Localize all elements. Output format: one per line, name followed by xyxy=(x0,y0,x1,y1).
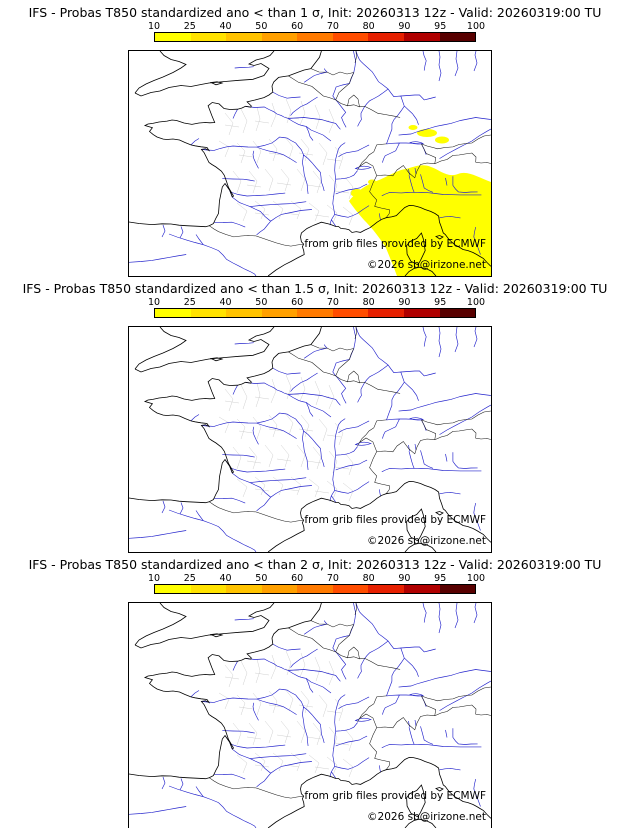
colorbar-tick-label: 10 xyxy=(147,21,161,32)
colorbar-tick-label: 10 xyxy=(147,297,161,308)
colorbar-segment xyxy=(403,585,440,593)
colorbar-segment xyxy=(261,33,298,41)
colorbar-tick-label: 100 xyxy=(466,573,486,584)
panel-title: IFS - Probas T850 standardized ano < tha… xyxy=(28,557,602,572)
coastlines xyxy=(129,327,491,552)
coastlines xyxy=(129,51,491,276)
colorbar: 10 25 40 50 60 70 80 90 95 100 xyxy=(148,21,485,42)
colorbar-tick-label: 95 xyxy=(434,21,447,32)
colorbar-segment xyxy=(368,309,404,317)
colorbar-tick-label: 90 xyxy=(398,21,411,32)
colorbar-segment xyxy=(332,585,369,593)
colorbar-segment xyxy=(297,585,333,593)
colorbar-segment xyxy=(226,585,262,593)
colorbar-tick-label: 50 xyxy=(255,21,268,32)
map-attribution: from grib files provided by ECMWF xyxy=(304,238,486,250)
colorbar-tick-row: 10 25 40 50 60 70 80 90 95 100 xyxy=(148,21,485,32)
map-attribution: from grib files provided by ECMWF xyxy=(304,514,486,526)
colorbar: 10 25 40 50 60 70 80 90 95 100 xyxy=(148,573,485,594)
colorbar-tick-label: 80 xyxy=(362,297,375,308)
department-boundaries xyxy=(218,98,354,226)
colorbar-segment xyxy=(297,309,333,317)
colorbar-tick-label: 10 xyxy=(147,573,161,584)
colorbar-bar xyxy=(154,308,476,318)
colorbar-tick-label: 100 xyxy=(466,297,486,308)
colorbar-tick-label: 90 xyxy=(398,573,411,584)
map-sigma-1: from grib files provided by ECMWF ©2026 … xyxy=(128,50,492,277)
colorbar-tick-label: 25 xyxy=(183,573,196,584)
colorbar-segment xyxy=(297,33,333,41)
colorbar-segment xyxy=(403,33,440,41)
department-boundaries xyxy=(218,650,354,778)
colorbar-tick-label: 100 xyxy=(466,21,486,32)
rivers xyxy=(129,603,491,828)
colorbar-segment xyxy=(439,33,476,41)
colorbar-segment xyxy=(190,309,227,317)
colorbar-segment xyxy=(439,585,476,593)
colorbar-tick-label: 50 xyxy=(255,573,268,584)
colorbar-tick-row: 10 25 40 50 60 70 80 90 95 100 xyxy=(148,573,485,584)
colorbar-tick-label: 95 xyxy=(434,297,447,308)
map-sigma-2: from grib files provided by ECMWF ©2026 … xyxy=(128,602,492,828)
colorbar-segment xyxy=(226,33,262,41)
colorbar-segment xyxy=(368,585,404,593)
map-copyright: ©2026 sb@irizone.net xyxy=(367,811,486,823)
colorbar-tick-label: 80 xyxy=(362,573,375,584)
colorbar-tick-label: 60 xyxy=(291,297,304,308)
colorbar-segment xyxy=(190,33,227,41)
colorbar-segment xyxy=(261,309,298,317)
panel-sigma-1-5: IFS - Probas T850 standardized ano < tha… xyxy=(0,276,630,553)
colorbar-tick-label: 40 xyxy=(219,21,232,32)
colorbar-tick-label: 25 xyxy=(183,21,196,32)
colorbar-tick-label: 40 xyxy=(219,573,232,584)
colorbar-segment xyxy=(190,585,227,593)
panel-sigma-2: IFS - Probas T850 standardized ano < tha… xyxy=(0,552,630,828)
colorbar-segment xyxy=(261,585,298,593)
map-sigma-1-5: from grib files provided by ECMWF ©2026 … xyxy=(128,326,492,553)
colorbar-tick-label: 80 xyxy=(362,21,375,32)
colorbar-tick-label: 95 xyxy=(434,573,447,584)
map-attribution: from grib files provided by ECMWF xyxy=(304,790,486,802)
colorbar-segment xyxy=(368,33,404,41)
colorbar-segment xyxy=(226,309,262,317)
colorbar-tick-label: 60 xyxy=(291,21,304,32)
colorbar-tick-label: 40 xyxy=(219,297,232,308)
panel-title: IFS - Probas T850 standardized ano < tha… xyxy=(22,281,608,296)
map-copyright: ©2026 sb@irizone.net xyxy=(367,535,486,547)
probability-shading xyxy=(349,125,491,276)
colorbar-tick-label: 70 xyxy=(326,573,339,584)
department-boundaries xyxy=(218,374,354,502)
country-borders xyxy=(209,327,491,523)
colorbar-bar xyxy=(154,584,476,594)
colorbar-segment xyxy=(155,33,191,41)
map-copyright: ©2026 sb@irizone.net xyxy=(367,259,486,271)
colorbar-tick-label: 90 xyxy=(398,297,411,308)
panel-title: IFS - Probas T850 standardized ano < tha… xyxy=(28,5,602,20)
colorbar-tick-label: 60 xyxy=(291,573,304,584)
colorbar-segment xyxy=(403,309,440,317)
colorbar-tick-label: 70 xyxy=(326,21,339,32)
colorbar: 10 25 40 50 60 70 80 90 95 100 xyxy=(148,297,485,318)
colorbar-tick-label: 70 xyxy=(326,297,339,308)
colorbar-segment xyxy=(332,309,369,317)
colorbar-tick-label: 50 xyxy=(255,297,268,308)
colorbar-tick-label: 25 xyxy=(183,297,196,308)
rivers xyxy=(129,327,491,552)
colorbar-tick-row: 10 25 40 50 60 70 80 90 95 100 xyxy=(148,297,485,308)
country-borders xyxy=(209,603,491,799)
country-borders xyxy=(209,51,491,247)
colorbar-segment xyxy=(332,33,369,41)
panel-sigma-1: IFS - Probas T850 standardized ano < tha… xyxy=(0,0,630,277)
coastlines xyxy=(129,603,491,828)
colorbar-bar xyxy=(154,32,476,42)
colorbar-segment xyxy=(155,585,191,593)
colorbar-segment xyxy=(439,309,476,317)
colorbar-segment xyxy=(155,309,191,317)
